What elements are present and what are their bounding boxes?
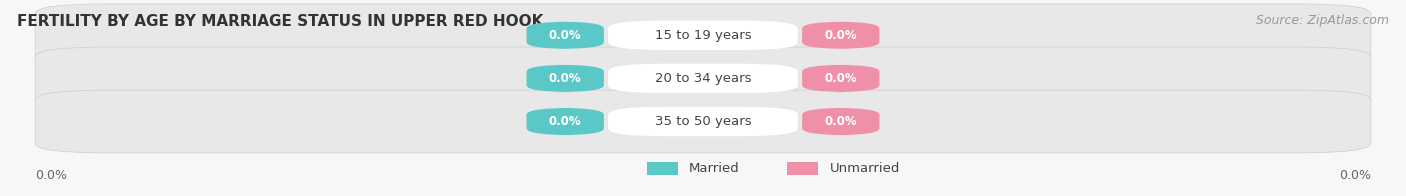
FancyBboxPatch shape [801, 65, 880, 92]
FancyBboxPatch shape [527, 65, 605, 92]
Text: FERTILITY BY AGE BY MARRIAGE STATUS IN UPPER RED HOOK: FERTILITY BY AGE BY MARRIAGE STATUS IN U… [17, 14, 543, 29]
FancyBboxPatch shape [801, 22, 880, 49]
Text: 0.0%: 0.0% [35, 169, 67, 181]
FancyBboxPatch shape [787, 162, 818, 175]
FancyBboxPatch shape [609, 64, 799, 93]
Text: Source: ZipAtlas.com: Source: ZipAtlas.com [1256, 14, 1389, 27]
Text: 20 to 34 years: 20 to 34 years [655, 72, 751, 85]
Text: 0.0%: 0.0% [824, 72, 858, 85]
Text: 35 to 50 years: 35 to 50 years [655, 115, 751, 128]
Text: 0.0%: 0.0% [548, 29, 582, 42]
FancyBboxPatch shape [801, 108, 880, 135]
FancyBboxPatch shape [609, 21, 799, 50]
Text: Married: Married [689, 162, 740, 175]
Text: 0.0%: 0.0% [824, 29, 858, 42]
FancyBboxPatch shape [647, 162, 678, 175]
Text: Unmarried: Unmarried [830, 162, 900, 175]
FancyBboxPatch shape [527, 22, 605, 49]
FancyBboxPatch shape [527, 108, 605, 135]
FancyBboxPatch shape [609, 107, 799, 136]
Text: 0.0%: 0.0% [824, 115, 858, 128]
FancyBboxPatch shape [35, 90, 1371, 153]
FancyBboxPatch shape [35, 47, 1371, 110]
FancyBboxPatch shape [35, 4, 1371, 67]
Text: 0.0%: 0.0% [548, 115, 582, 128]
Text: 0.0%: 0.0% [548, 72, 582, 85]
Text: 0.0%: 0.0% [1339, 169, 1371, 181]
Text: 15 to 19 years: 15 to 19 years [655, 29, 751, 42]
